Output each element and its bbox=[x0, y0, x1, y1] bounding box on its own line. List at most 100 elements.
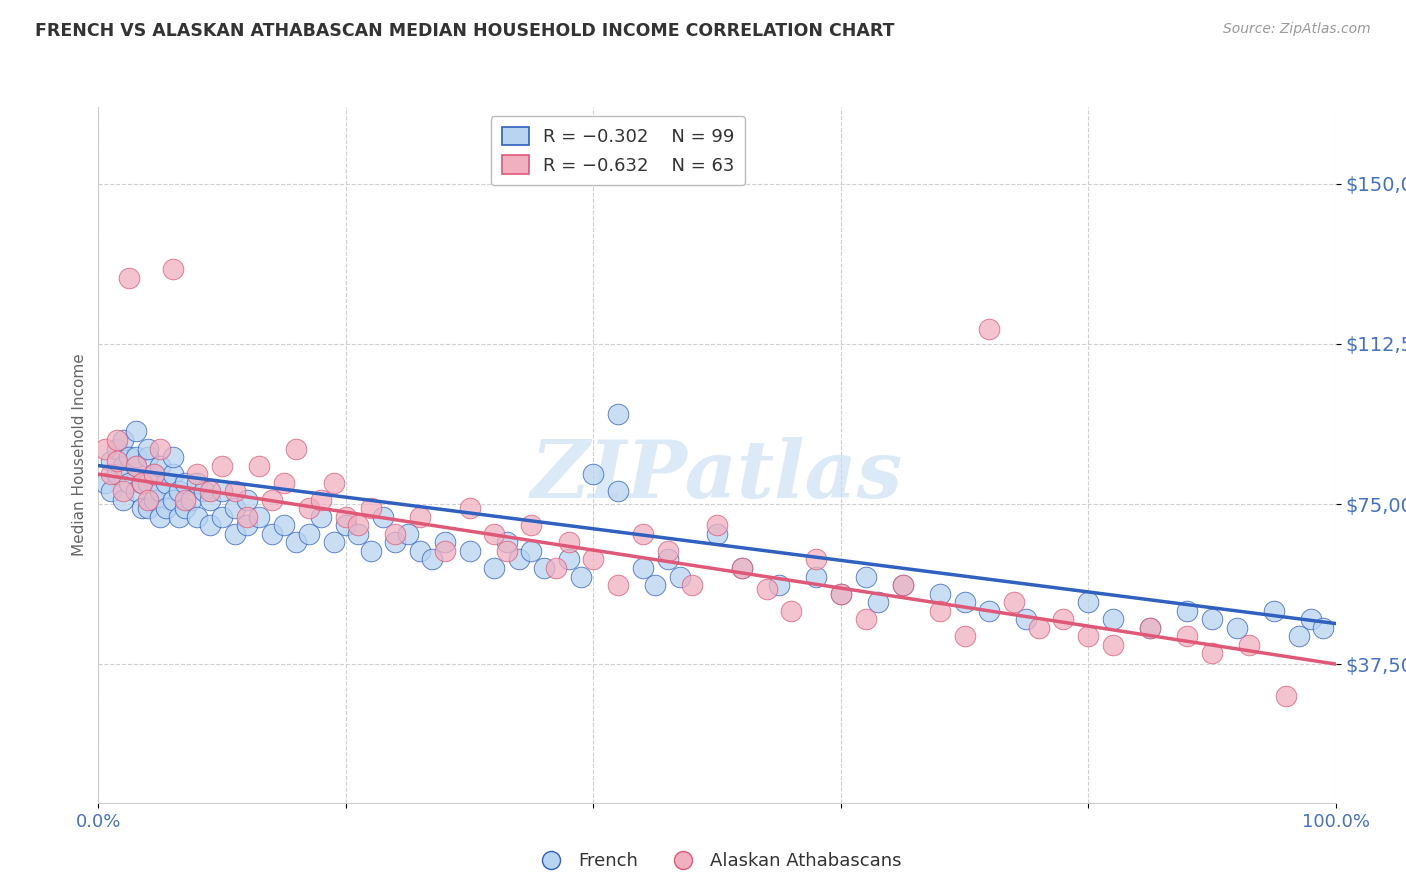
Point bbox=[211, 509, 233, 524]
Point bbox=[1002, 595, 1025, 609]
Point bbox=[631, 527, 654, 541]
Text: FRENCH VS ALASKAN ATHABASCAN MEDIAN HOUSEHOLD INCOME CORRELATION CHART: FRENCH VS ALASKAN ATHABASCAN MEDIAN HOUS… bbox=[35, 22, 894, 40]
Point bbox=[260, 492, 283, 507]
Point bbox=[1175, 604, 1198, 618]
Point bbox=[433, 544, 456, 558]
Point bbox=[124, 484, 146, 499]
Point bbox=[298, 527, 321, 541]
Point bbox=[298, 501, 321, 516]
Point bbox=[136, 492, 159, 507]
Point bbox=[855, 612, 877, 626]
Point bbox=[100, 454, 122, 468]
Point bbox=[224, 501, 246, 516]
Point bbox=[1139, 621, 1161, 635]
Point bbox=[112, 484, 135, 499]
Point bbox=[174, 501, 197, 516]
Point bbox=[124, 458, 146, 473]
Point bbox=[93, 442, 115, 456]
Point bbox=[495, 544, 517, 558]
Point bbox=[582, 467, 605, 482]
Point bbox=[484, 527, 506, 541]
Point bbox=[422, 552, 444, 566]
Point bbox=[285, 535, 308, 549]
Point bbox=[105, 454, 128, 468]
Point bbox=[557, 552, 579, 566]
Point bbox=[118, 475, 141, 490]
Point bbox=[260, 527, 283, 541]
Point bbox=[211, 458, 233, 473]
Point bbox=[644, 578, 666, 592]
Point bbox=[131, 501, 153, 516]
Point bbox=[1288, 629, 1310, 643]
Point bbox=[273, 518, 295, 533]
Point bbox=[409, 544, 432, 558]
Point bbox=[186, 467, 208, 482]
Point bbox=[143, 467, 166, 482]
Point bbox=[1052, 612, 1074, 626]
Point bbox=[162, 450, 184, 464]
Point bbox=[309, 509, 332, 524]
Point bbox=[780, 604, 803, 618]
Point bbox=[1299, 612, 1322, 626]
Point bbox=[681, 578, 703, 592]
Point bbox=[193, 484, 215, 499]
Point bbox=[1312, 621, 1334, 635]
Point bbox=[136, 450, 159, 464]
Point bbox=[607, 484, 630, 499]
Point bbox=[285, 442, 308, 456]
Point bbox=[105, 442, 128, 456]
Point bbox=[804, 569, 827, 583]
Point bbox=[657, 552, 679, 566]
Point bbox=[804, 552, 827, 566]
Point bbox=[149, 509, 172, 524]
Point bbox=[136, 501, 159, 516]
Point bbox=[162, 262, 184, 277]
Point bbox=[112, 458, 135, 473]
Point bbox=[546, 561, 568, 575]
Point bbox=[458, 501, 481, 516]
Point bbox=[186, 475, 208, 490]
Point bbox=[458, 544, 481, 558]
Point bbox=[631, 561, 654, 575]
Point bbox=[198, 492, 221, 507]
Point bbox=[155, 475, 177, 490]
Text: ZIPatlas: ZIPatlas bbox=[531, 437, 903, 515]
Point bbox=[953, 629, 976, 643]
Point bbox=[247, 458, 270, 473]
Point bbox=[236, 492, 259, 507]
Y-axis label: Median Household Income: Median Household Income bbox=[72, 353, 87, 557]
Point bbox=[396, 527, 419, 541]
Point bbox=[866, 595, 889, 609]
Point bbox=[105, 433, 128, 447]
Point bbox=[149, 442, 172, 456]
Point bbox=[830, 587, 852, 601]
Point bbox=[830, 587, 852, 601]
Point bbox=[1175, 629, 1198, 643]
Point bbox=[669, 569, 692, 583]
Point bbox=[582, 552, 605, 566]
Point bbox=[136, 475, 159, 490]
Point bbox=[347, 518, 370, 533]
Point bbox=[855, 569, 877, 583]
Point bbox=[557, 535, 579, 549]
Point bbox=[520, 518, 543, 533]
Point bbox=[1226, 621, 1249, 635]
Point bbox=[409, 509, 432, 524]
Legend: French, Alaskan Athabascans: French, Alaskan Athabascans bbox=[526, 845, 908, 877]
Point bbox=[1015, 612, 1038, 626]
Point bbox=[143, 467, 166, 482]
Point bbox=[124, 458, 146, 473]
Point bbox=[124, 450, 146, 464]
Point bbox=[309, 492, 332, 507]
Point bbox=[495, 535, 517, 549]
Point bbox=[979, 604, 1001, 618]
Point bbox=[162, 492, 184, 507]
Point bbox=[1139, 621, 1161, 635]
Point bbox=[198, 518, 221, 533]
Point bbox=[335, 509, 357, 524]
Point bbox=[953, 595, 976, 609]
Point bbox=[131, 475, 153, 490]
Point bbox=[1077, 595, 1099, 609]
Point bbox=[1102, 638, 1125, 652]
Point bbox=[136, 442, 159, 456]
